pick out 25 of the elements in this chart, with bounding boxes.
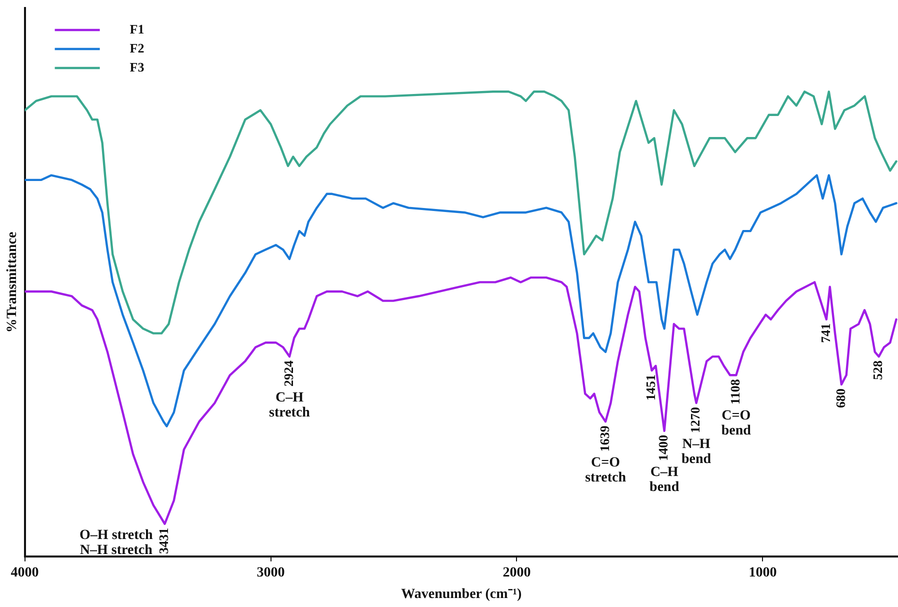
- x-tick-label: 3000: [256, 565, 285, 580]
- legend-label: F3: [130, 59, 145, 74]
- legend-label: F2: [130, 40, 144, 56]
- x-tick-label: 4000: [10, 565, 39, 580]
- annotation: 741: [818, 323, 833, 343]
- annotation: 3431: [156, 528, 172, 554]
- x-tick-label: 2000: [502, 565, 531, 580]
- legend-label: F1: [130, 21, 144, 36]
- annotation: 1270: [688, 407, 703, 434]
- annotation: 1108: [728, 378, 743, 404]
- annotation: C=O bend: [721, 408, 752, 439]
- annotation: 528: [870, 360, 886, 380]
- y-axis-title: %Transmittance: [5, 232, 20, 333]
- x-tick-label: 1000: [748, 565, 777, 580]
- annotation: 2924: [280, 360, 296, 387]
- annotation: C–H stretch: [268, 390, 310, 421]
- annotation: 1400: [656, 434, 671, 461]
- x-axis-title: Wavenumber (cm⁻¹): [401, 587, 522, 602]
- annotation: O–H stretch N–H stretch: [80, 528, 153, 558]
- annotation: 680: [832, 388, 848, 408]
- annotation: C=O stretch: [585, 456, 626, 486]
- annotation: N–H bend: [682, 437, 712, 468]
- annotation: C–H bend: [650, 465, 680, 496]
- annotation: 1639: [596, 425, 612, 452]
- annotation: 1451: [643, 374, 658, 400]
